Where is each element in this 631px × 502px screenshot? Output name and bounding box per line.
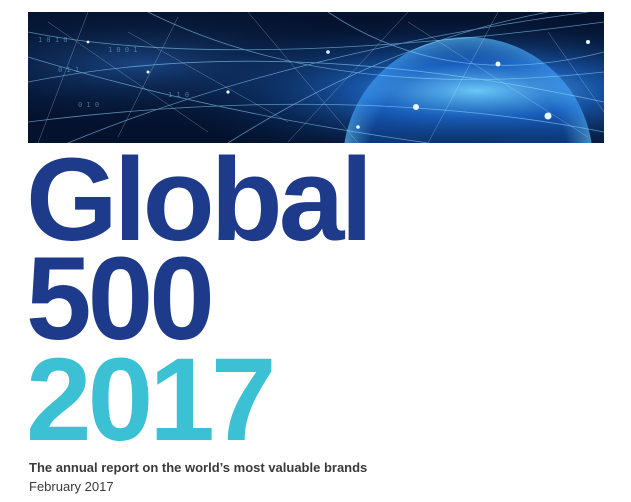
report-subtitle: The annual report on the world’s most va… [29,460,368,475]
title-500: 500 [26,233,215,365]
cover-banner-image: 1 0 1 0 0 1 1 1 0 0 1 0 1 0 1 1 0 [28,12,604,143]
title-global: Global [26,134,373,266]
svg-text:0 1 0: 0 1 0 [78,101,99,109]
report-date: February 2017 [29,479,114,494]
svg-text:0 1 1: 0 1 1 [58,66,79,74]
title-year: 2017 [26,334,277,466]
svg-text:1 0 1 0: 1 0 1 0 [38,36,68,44]
svg-text:1 0 0 1: 1 0 0 1 [108,46,138,54]
svg-text:1 1 0: 1 1 0 [168,91,189,99]
